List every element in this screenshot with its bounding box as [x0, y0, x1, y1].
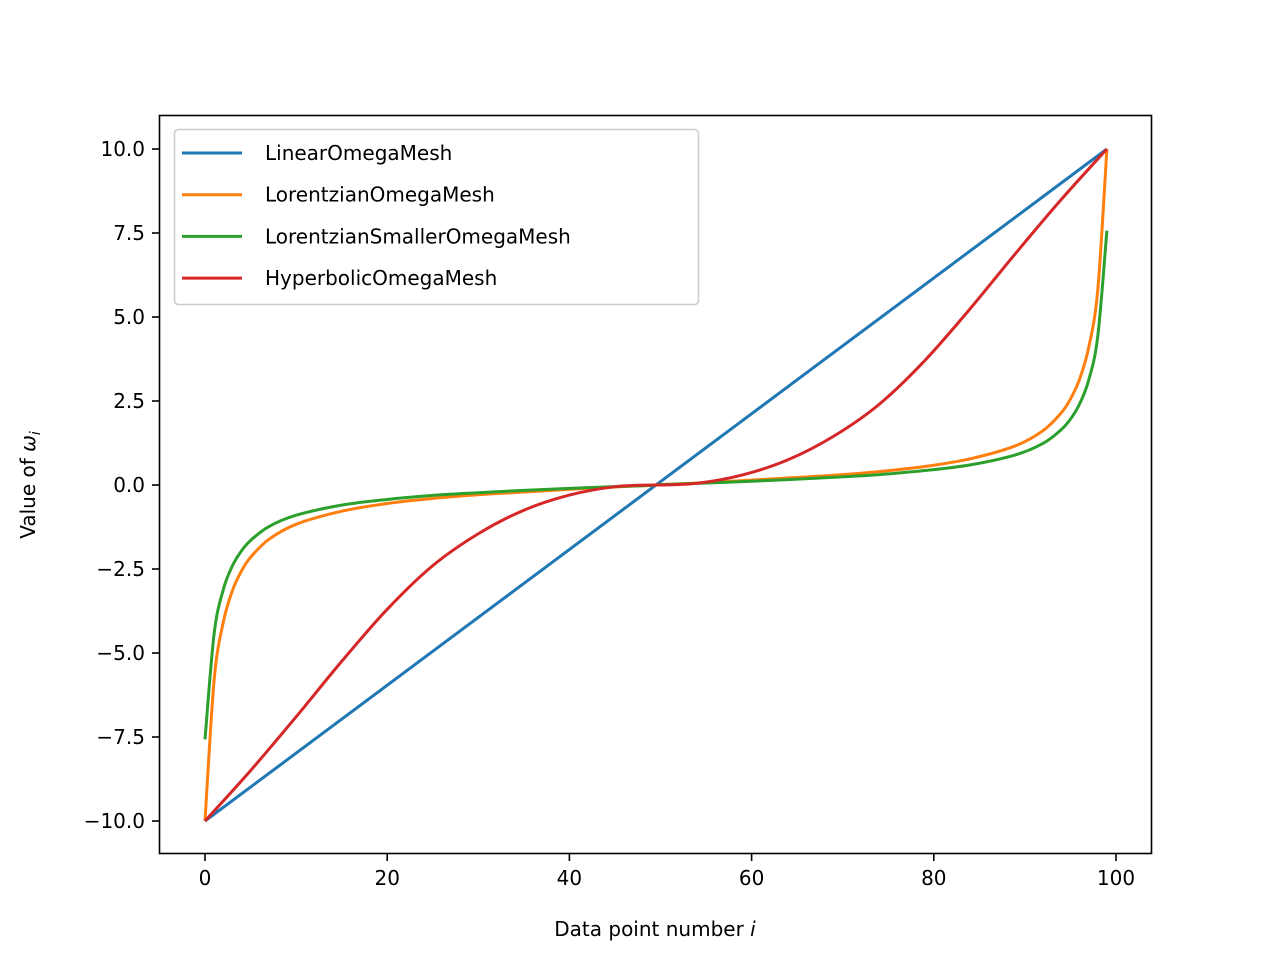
legend-item: LorentzianOmegaMesh — [182, 183, 495, 207]
y-tick-label: 10.0 — [100, 137, 145, 161]
axes-frame — [158, 114, 1153, 855]
y-tick-label: 5.0 — [113, 305, 145, 329]
legend: LinearOmegaMesh LorentzianOmegaMesh Lorent… — [173, 128, 700, 306]
series-lines — [203, 147, 1109, 823]
x-tick-label: 0 — [199, 866, 212, 890]
legend-label: LorentzianSmallerOmegaMesh — [265, 224, 571, 248]
y-tick-label: −7.5 — [96, 725, 145, 749]
y-tick-label: −2.5 — [96, 557, 145, 581]
x-tick-label: 100 — [1097, 866, 1135, 890]
y-tick-label: −5.0 — [96, 641, 145, 665]
y-axis-label: Value of ωi — [16, 431, 44, 539]
y-axis: 10.0 7.5 5.0 2.5 0.0 −2.5 −5.0 −7.5 −10.0 — [84, 137, 159, 833]
y-tick-label: 0.0 — [113, 473, 145, 497]
legend-label: LinearOmegaMesh — [265, 141, 452, 165]
x-tick-label: 20 — [374, 866, 399, 890]
series-line-hyperbolicomegamesh — [203, 147, 1109, 823]
x-tick-label: 80 — [921, 866, 946, 890]
legend-item: LorentzianSmallerOmegaMesh — [182, 224, 571, 248]
legend-label: LorentzianOmegaMesh — [265, 183, 495, 207]
y-tick-label: 2.5 — [113, 389, 145, 413]
legend-item: LinearOmegaMesh — [182, 141, 452, 165]
y-tick-label: −10.0 — [84, 809, 145, 833]
legend-box — [173, 128, 700, 306]
legend-item: HyperbolicOmegaMesh — [182, 266, 497, 290]
x-tick-label: 60 — [739, 866, 764, 890]
x-tick-label: 40 — [557, 866, 582, 890]
x-axis: 0 20 40 60 80 100 — [199, 854, 1135, 890]
y-tick-label: 7.5 — [113, 221, 145, 245]
x-axis-label: Data point number i — [554, 917, 756, 941]
legend-label: HyperbolicOmegaMesh — [265, 266, 497, 290]
